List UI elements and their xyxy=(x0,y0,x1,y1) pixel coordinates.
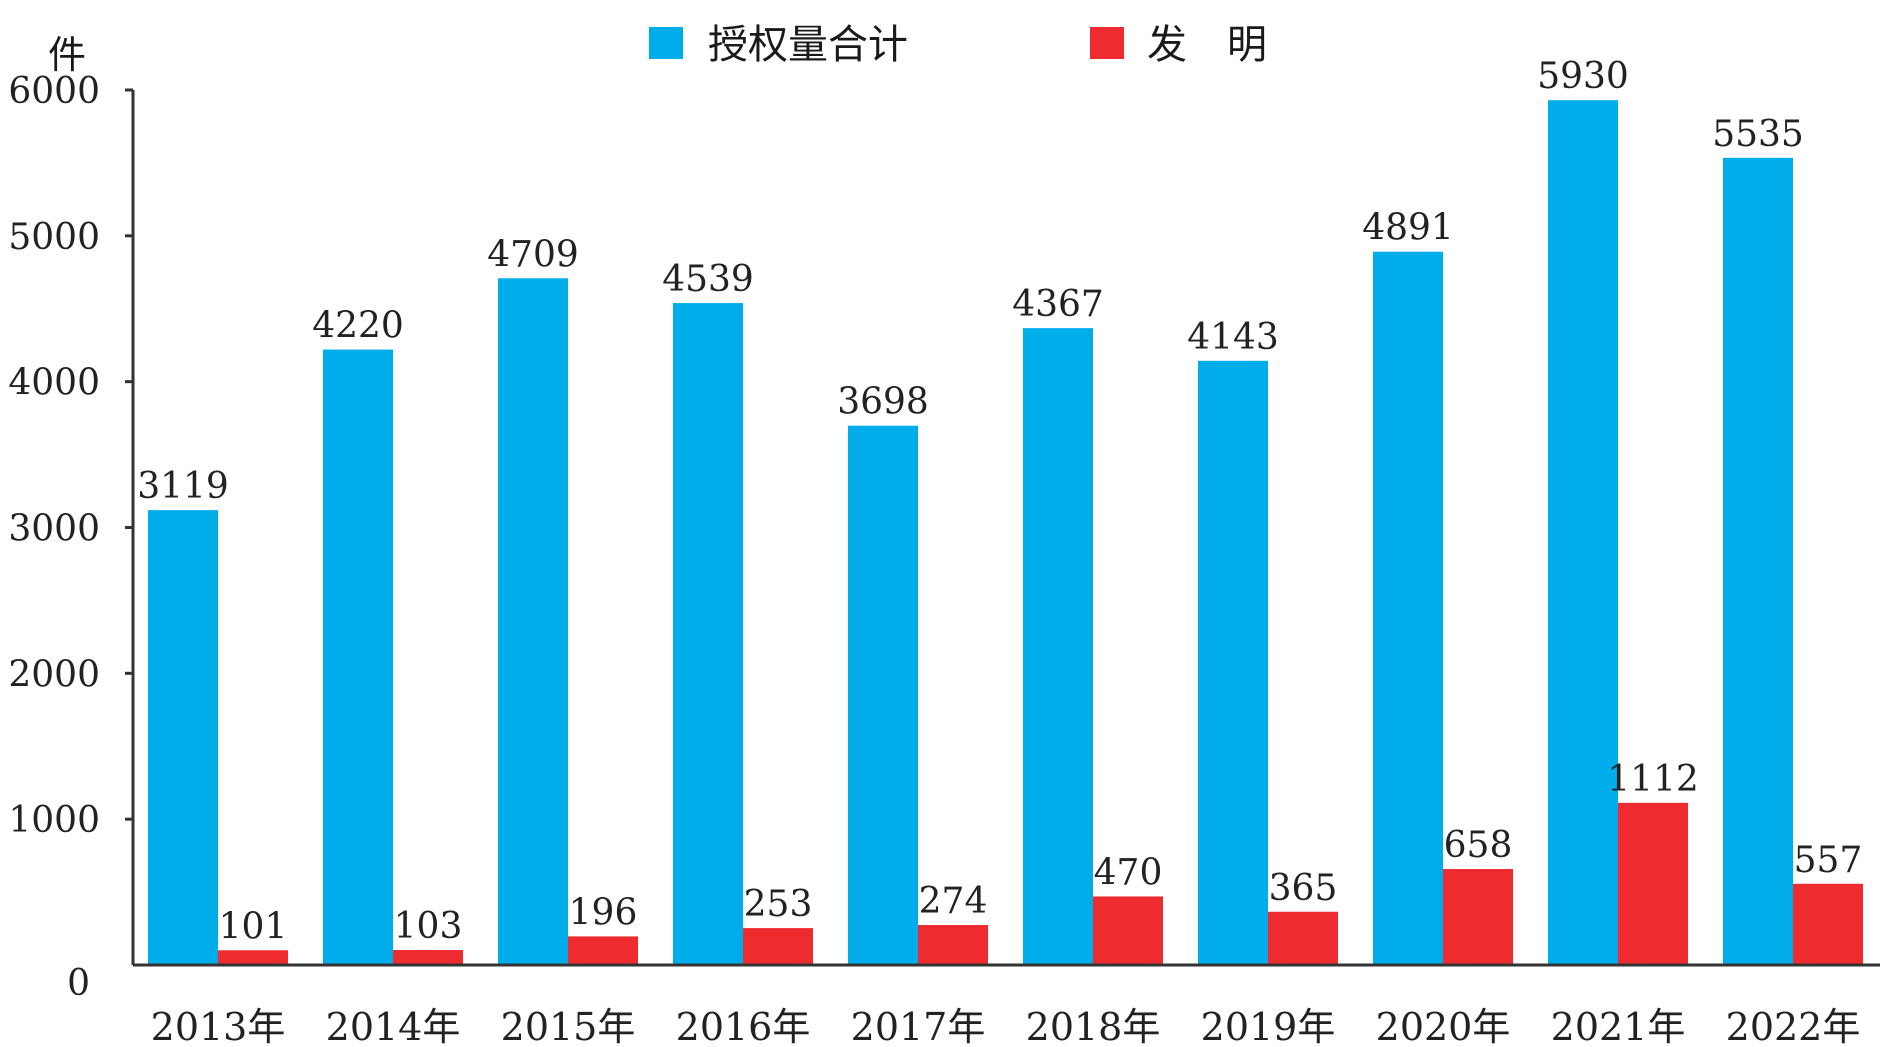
data-label: 470 xyxy=(1094,852,1163,893)
data-label: 4709 xyxy=(487,234,579,275)
data-label: 658 xyxy=(1444,825,1513,866)
legend-label-invention: 发 明 xyxy=(1147,22,1267,68)
x-tick-label: 2020年 xyxy=(1376,1005,1511,1047)
x-tick-label: 2022年 xyxy=(1726,1005,1861,1047)
plot-area: 3119 101 2013年 4220 103 2014年 4709 196 2015年 4539… xyxy=(8,56,1880,1047)
x-tick-label: 2016年 xyxy=(676,1005,811,1047)
x-tick-label: 2013年 xyxy=(151,1005,286,1047)
y-tick-label: 1000 xyxy=(8,800,100,841)
bar-total xyxy=(673,303,743,965)
data-label: 274 xyxy=(919,881,988,922)
bar-total xyxy=(1373,251,1443,965)
bar-invention xyxy=(1618,802,1688,965)
data-label: 1112 xyxy=(1607,759,1699,800)
data-label: 4220 xyxy=(312,306,404,347)
x-tick-label: 2019年 xyxy=(1201,1005,1336,1047)
data-label: 101 xyxy=(219,906,288,947)
bar-total xyxy=(498,278,568,965)
bar-invention xyxy=(568,936,638,965)
data-label: 4539 xyxy=(662,259,754,300)
legend-swatch-total xyxy=(649,27,683,59)
data-label: 103 xyxy=(394,906,463,947)
bar-invention xyxy=(1268,911,1338,965)
bar-total xyxy=(1023,328,1093,965)
data-label: 5930 xyxy=(1537,56,1629,97)
data-label: 3119 xyxy=(137,466,229,507)
y-tick-label: 6000 xyxy=(8,71,100,112)
bar-invention xyxy=(1793,883,1863,965)
bar-total xyxy=(1548,100,1618,966)
y-tick-label: 3000 xyxy=(8,509,100,550)
x-tick-label: 2018年 xyxy=(1026,1005,1161,1047)
bar-total xyxy=(1723,157,1793,965)
bar-invention xyxy=(918,925,988,965)
bar-invention xyxy=(1093,896,1163,965)
data-label: 4143 xyxy=(1187,317,1279,358)
x-tick-label: 2015年 xyxy=(501,1005,636,1047)
y-tick-label: 5000 xyxy=(8,217,100,258)
legend-label-total: 授权量合计 xyxy=(708,22,908,68)
bar-invention xyxy=(218,950,288,965)
data-label: 253 xyxy=(744,884,813,925)
bar-invention xyxy=(1443,869,1513,965)
bar-total xyxy=(848,425,918,965)
legend-swatch-invention xyxy=(1090,27,1124,59)
data-label: 4367 xyxy=(1012,284,1104,325)
data-label: 557 xyxy=(1794,840,1863,881)
legend: 授权量合计 发 明 xyxy=(649,22,1267,68)
y-tick-label: 0 xyxy=(67,963,90,1004)
bar-total xyxy=(1198,360,1268,965)
data-label: 4891 xyxy=(1362,208,1454,249)
bar-total xyxy=(323,349,393,965)
x-tick-label: 2014年 xyxy=(326,1005,461,1047)
data-label: 3698 xyxy=(837,382,929,423)
y-tick-label: 4000 xyxy=(8,363,100,404)
bar-total xyxy=(148,510,218,965)
bar-invention xyxy=(393,949,463,965)
data-label: 196 xyxy=(569,892,638,933)
data-label: 5535 xyxy=(1712,114,1804,155)
x-tick-label: 2017年 xyxy=(851,1005,986,1047)
bar-invention xyxy=(743,928,813,965)
y-axis-unit: 件 xyxy=(48,33,86,77)
y-tick-label: 2000 xyxy=(8,654,100,695)
data-label: 365 xyxy=(1269,868,1338,909)
x-tick-label: 2021年 xyxy=(1551,1005,1686,1047)
